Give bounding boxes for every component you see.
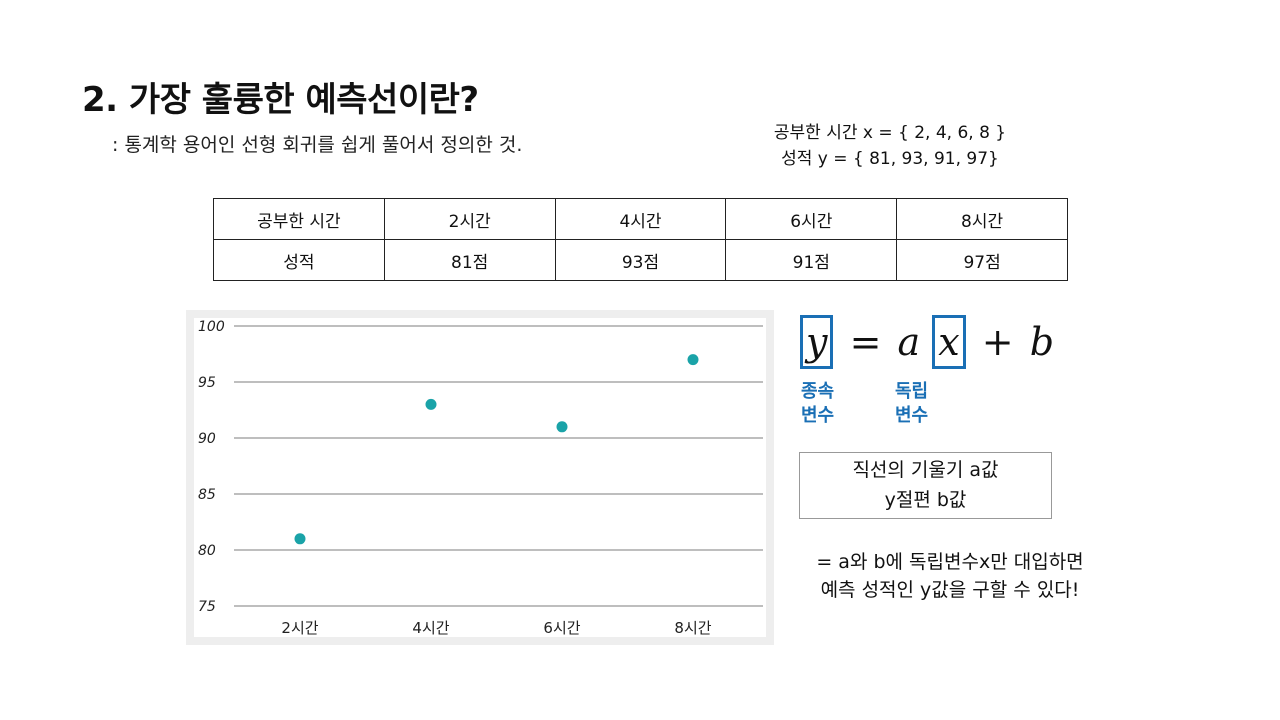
table-cell: 91점 <box>725 239 898 281</box>
chart-svg: 100 95 90 85 80 75 2시간 4시간 6시간 8시간 <box>194 318 766 637</box>
x-tick-label: 8시간 <box>674 619 711 637</box>
data-point <box>687 354 699 366</box>
intercept-text: y절편 b값 <box>884 489 967 511</box>
y-tick-label: 90 <box>198 431 216 447</box>
table-cell: 93점 <box>554 239 727 281</box>
table-cell: 2시간 <box>383 198 556 240</box>
conclusion-line: 예측 성적인 y값을 구할 수 있다! <box>820 579 1080 601</box>
y-tick-label: 95 <box>198 375 216 391</box>
y-tick-label: 100 <box>198 319 225 335</box>
data-table: 공부한 시간 2시간 4시간 6시간 8시간 성적 81점 93점 91점 97… <box>213 198 1068 281</box>
y-tick-label: 85 <box>198 487 216 503</box>
independent-label-line: 변수 <box>895 405 929 426</box>
formula-plus: + <box>981 320 1014 364</box>
table-cell: 성적 <box>213 239 385 281</box>
dependent-variable-label: 종속 변수 <box>801 380 834 428</box>
table-row-score: 성적 81점 93점 91점 97점 <box>213 239 1068 281</box>
table-cell: 8시간 <box>896 198 1068 240</box>
table-cell: 4시간 <box>554 198 727 240</box>
independent-variable-label: 독립 변수 <box>895 380 928 428</box>
subtitle: : 통계학 용어인 선형 회귀를 쉽게 풀어서 정의한 것. <box>112 134 523 156</box>
conclusion-text: = a와 b에 독립변수x만 대입하면 예측 성적인 y값을 구할 수 있다! <box>770 548 1130 604</box>
table-cell: 97점 <box>896 239 1068 281</box>
data-point <box>294 533 306 545</box>
given-values: 공부한 시간 x = { 2, 4, 6, 8 } 성적 y = { 81, 9… <box>730 120 1050 172</box>
formula-a: a <box>897 320 921 364</box>
scatter-chart: 100 95 90 85 80 75 2시간 4시간 6시간 8시간 <box>186 310 774 645</box>
table-cell: 81점 <box>383 239 556 281</box>
independent-label-line: 독립 <box>895 381 929 402</box>
x-tick-label: 2시간 <box>281 619 318 637</box>
plot-area <box>194 318 766 637</box>
table-cell: 6시간 <box>725 198 898 240</box>
data-point <box>425 398 437 410</box>
table-cell: 공부한 시간 <box>213 198 385 240</box>
y-tick-label: 80 <box>198 543 216 559</box>
dependent-label-line: 종속 <box>801 381 835 402</box>
data-point <box>556 421 568 433</box>
formula-x-box: x <box>932 315 966 369</box>
given-x-line: 공부한 시간 x = { 2, 4, 6, 8 } <box>773 123 1007 143</box>
table-row-hours: 공부한 시간 2시간 4시간 6시간 8시간 <box>213 198 1068 240</box>
x-tick-label: 4시간 <box>412 619 449 637</box>
formula-equals: = <box>849 320 882 364</box>
y-tick-label: 75 <box>198 599 216 615</box>
conclusion-line: = a와 b에 독립변수x만 대입하면 <box>816 551 1084 573</box>
formula-b: b <box>1029 320 1055 364</box>
page-title: 2. 가장 훌륭한 예측선이란? <box>82 80 479 120</box>
coefficient-box: 직선의 기울기 a값 y절편 b값 <box>799 452 1052 519</box>
x-tick-label: 6시간 <box>543 619 580 637</box>
regression-formula: y = a x + b <box>800 315 1054 371</box>
formula-y-box: y <box>800 315 834 369</box>
dependent-label-line: 변수 <box>801 405 835 426</box>
given-y-line: 성적 y = { 81, 93, 91, 97} <box>781 149 999 169</box>
slope-text: 직선의 기울기 a값 <box>852 459 999 481</box>
